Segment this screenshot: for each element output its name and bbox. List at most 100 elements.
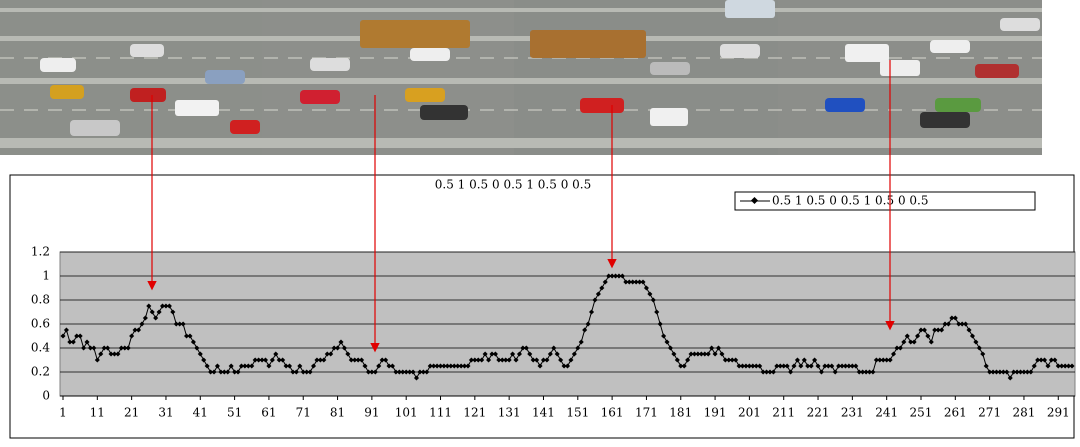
- data-point: [969, 333, 976, 339]
- data-point: [691, 351, 698, 357]
- data-point: [190, 339, 196, 345]
- data-point: [355, 357, 361, 363]
- data-point: [698, 351, 704, 357]
- x-tick-label: 221: [807, 406, 830, 420]
- data-point: [383, 357, 389, 363]
- data-point: [798, 363, 804, 369]
- data-point: [781, 363, 787, 369]
- data-point: [1028, 369, 1034, 375]
- data-point: [822, 363, 828, 369]
- data-point: [341, 345, 347, 351]
- data-point: [238, 363, 245, 369]
- data-point: [427, 363, 433, 369]
- data-point: [266, 363, 272, 369]
- data-point: [853, 363, 859, 369]
- data-point: [527, 351, 533, 357]
- data-point: [877, 357, 883, 363]
- data-point: [273, 351, 279, 357]
- data-point: [746, 363, 752, 369]
- data-point: [963, 321, 969, 327]
- data-point: [588, 309, 595, 315]
- data-point: [915, 333, 921, 339]
- x-tick-label: 261: [944, 406, 967, 420]
- data-point: [736, 363, 742, 369]
- traffic-photos: [0, 0, 1042, 155]
- data-point: [1066, 363, 1072, 369]
- x-tick-label: 71: [296, 406, 311, 420]
- data-point: [177, 321, 183, 327]
- data-point: [884, 357, 890, 363]
- data-point: [674, 357, 680, 363]
- data-point: [568, 357, 574, 363]
- data-point: [1007, 375, 1013, 381]
- data-point: [990, 369, 996, 375]
- data-point: [492, 351, 498, 357]
- data-point: [619, 273, 625, 279]
- data-point: [908, 339, 914, 345]
- x-tick-label: 201: [738, 406, 761, 420]
- chart-title: 0.5 1 0.5 0 0.5 1 0.5 0 0.5: [435, 178, 591, 192]
- data-point: [159, 303, 166, 309]
- data-point: [269, 357, 275, 363]
- data-point: [307, 369, 313, 375]
- data-point: [921, 327, 927, 333]
- data-point: [204, 363, 210, 369]
- data-point: [400, 369, 406, 375]
- data-point: [866, 369, 873, 375]
- legend: 0.5 1 0.5 0 0.5 1 0.5 0 0.5: [734, 191, 1036, 211]
- data-point: [1035, 357, 1041, 363]
- data-point: [166, 303, 172, 309]
- legend-box: [734, 191, 1036, 211]
- x-tick-label: 111: [429, 406, 452, 420]
- data-point: [163, 303, 169, 309]
- data-point: [575, 345, 581, 351]
- data-point: [149, 309, 155, 315]
- data-point: [431, 363, 437, 369]
- x-tick-label: 231: [841, 406, 864, 420]
- data-point: [317, 357, 323, 363]
- x-tick-label: 171: [635, 406, 658, 420]
- plot: 00.20.40.60.811.21 11 21 31 41 51 61 71 81 91 101 1…: [31, 245, 1076, 420]
- data-point: [434, 363, 440, 369]
- data-point: [547, 351, 553, 357]
- data-point: [640, 279, 646, 285]
- data-point: [424, 369, 430, 375]
- photo: [514, 0, 778, 155]
- x-tick-label: 241: [875, 406, 898, 420]
- data-point: [139, 321, 145, 327]
- data-point: [259, 357, 265, 363]
- data-point: [290, 369, 296, 375]
- data-point: [956, 321, 962, 327]
- y-tick-label: 0.6: [31, 317, 50, 331]
- data-point: [715, 345, 722, 351]
- x-tick-label: 211: [772, 406, 795, 420]
- data-point: [455, 363, 461, 369]
- data-point: [129, 333, 135, 339]
- data-point: [393, 369, 399, 375]
- data-point: [310, 363, 317, 369]
- data-point: [606, 273, 612, 279]
- data-point: [743, 363, 749, 369]
- data-point: [208, 369, 214, 375]
- data-point: [939, 327, 945, 333]
- data-point: [235, 369, 241, 375]
- data-point: [280, 357, 286, 363]
- data-point: [201, 357, 207, 363]
- data-point: [180, 321, 186, 327]
- data-point: [146, 303, 152, 309]
- x-tick-label: 41: [193, 406, 208, 420]
- data-point: [890, 351, 897, 357]
- data-point: [324, 351, 330, 357]
- data-point: [362, 363, 368, 369]
- y-tick-label: 1.2: [31, 245, 50, 259]
- data-point: [688, 351, 694, 357]
- data-point: [365, 369, 371, 375]
- data-point: [805, 363, 811, 369]
- data-point: [952, 315, 958, 321]
- x-tick-label: 101: [395, 406, 418, 420]
- data-point: [153, 315, 159, 321]
- x-tick-label: 131: [498, 406, 521, 420]
- data-point: [558, 357, 564, 363]
- data-point: [304, 369, 310, 375]
- data-point: [1041, 357, 1048, 363]
